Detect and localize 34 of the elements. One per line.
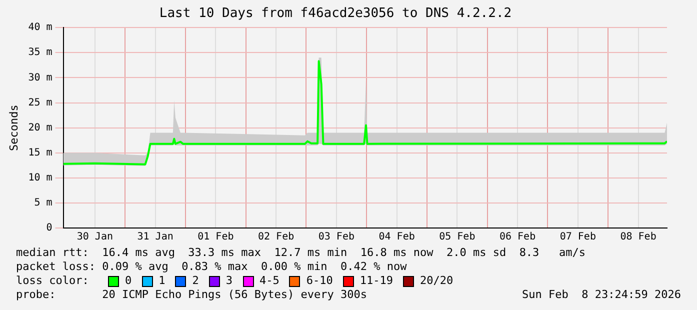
- y-tick-label: 25 m: [28, 97, 52, 108]
- x-tick-label: 05 Feb: [439, 232, 476, 243]
- text: 2: [191, 274, 199, 288]
- y-tick-label: 20 m: [28, 122, 52, 134]
- text: Sun Feb 8 23:24:59 2026: [522, 288, 681, 302]
- text: median rtt: 16.4 ms avg 33.3 ms max 12.7 ms min 16.8 ms now 2.0 ms sd 8.3 am/s: [16, 246, 587, 260]
- y-tick-label: 30 m: [28, 72, 52, 84]
- chart-title: Last 10 Days from f46acd2e3056 to DNS 4.2.2.2: [159, 6, 512, 22]
- y-tick-label: 10 m: [28, 172, 52, 184]
- y-tick-label: 35 m: [28, 47, 52, 58]
- x-tick-label: 03 Feb: [318, 232, 354, 243]
- x-tick-label: 01 Feb: [198, 232, 234, 243]
- text: 3: [224, 274, 232, 288]
- x-tick-label: 31 Jan: [137, 232, 174, 243]
- x-tick-label: 06 Feb: [499, 232, 536, 243]
- y-tick-label: 0: [46, 222, 52, 234]
- text: 6-10: [305, 274, 333, 288]
- y-tick-label: 40 m: [28, 22, 52, 34]
- text: 4-5: [258, 274, 280, 288]
- text: 0: [124, 274, 132, 288]
- x-tick-label: 08 Feb: [620, 232, 656, 243]
- text: loss color:: [16, 274, 90, 288]
- x-tick-label: 02 Feb: [258, 232, 294, 243]
- x-tick-label: 07 Feb: [560, 232, 596, 243]
- x-tick-label: 04 Feb: [378, 232, 415, 243]
- text: 1: [158, 274, 166, 288]
- text: probe: 20 ICMP Echo Pings (56 Bytes) every 300s: [16, 288, 367, 302]
- text: packet loss: 0.09 % avg 0.83 % max 0.00 % min 0.42 % now: [16, 260, 408, 274]
- y-tick-label: 5 m: [34, 198, 52, 209]
- text: 11-19: [358, 274, 393, 288]
- y-axis-title: Seconds: [7, 104, 20, 151]
- y-tick-label: 15 m: [28, 147, 52, 158]
- x-tick-label: 30 Jan: [76, 232, 113, 243]
- text: 20/20: [419, 274, 454, 288]
